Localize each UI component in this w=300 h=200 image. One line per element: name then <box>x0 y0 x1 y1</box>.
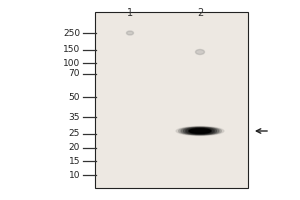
Text: 70: 70 <box>68 70 80 78</box>
Ellipse shape <box>176 127 224 136</box>
Ellipse shape <box>178 127 222 135</box>
Ellipse shape <box>188 128 212 134</box>
Bar <box>95 12 248 188</box>
Ellipse shape <box>181 127 219 135</box>
Text: 1: 1 <box>127 8 133 18</box>
Text: 25: 25 <box>69 130 80 138</box>
Text: 250: 250 <box>63 28 80 38</box>
Text: 150: 150 <box>63 46 80 54</box>
Text: 20: 20 <box>69 144 80 152</box>
Ellipse shape <box>189 129 211 133</box>
Ellipse shape <box>186 128 214 134</box>
Text: 100: 100 <box>63 58 80 68</box>
Text: 50: 50 <box>68 92 80 102</box>
Ellipse shape <box>196 49 205 54</box>
Text: 15: 15 <box>68 156 80 166</box>
Text: 2: 2 <box>197 8 203 18</box>
Ellipse shape <box>127 31 134 35</box>
Ellipse shape <box>183 128 217 134</box>
Text: 10: 10 <box>68 170 80 180</box>
Text: 35: 35 <box>68 112 80 121</box>
